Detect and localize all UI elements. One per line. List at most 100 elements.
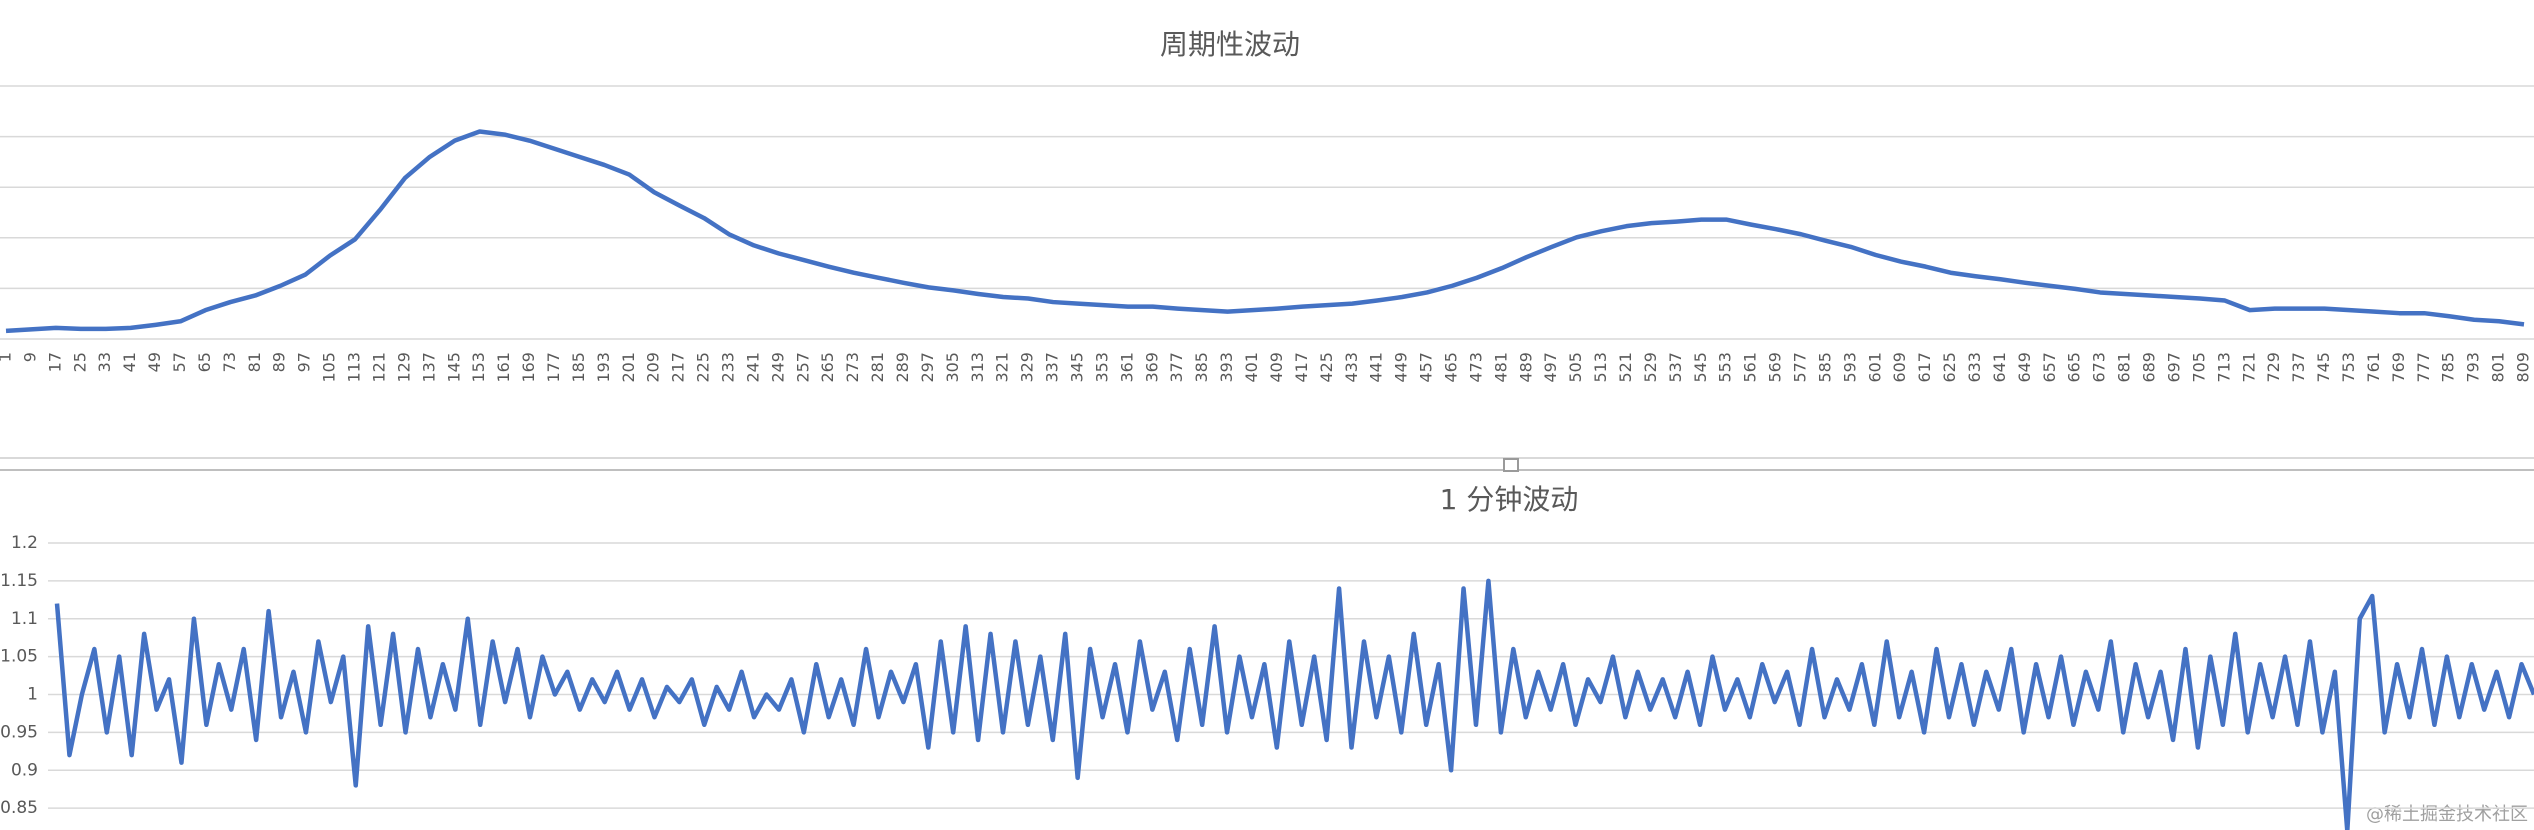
x-tick-label: 281 xyxy=(868,352,887,383)
y-tick-label: 1.05 xyxy=(0,647,38,667)
x-tick-label: 353 xyxy=(1092,352,1111,383)
x-tick-label: 313 xyxy=(968,352,987,383)
x-tick-label: 601 xyxy=(1865,352,1884,383)
x-tick-label: 193 xyxy=(594,352,613,383)
x-tick-label: 73 xyxy=(220,352,239,372)
chart-title: 1 分钟波动 xyxy=(1440,483,1579,516)
x-tick-label: 593 xyxy=(1840,352,1859,383)
x-tick-label: 761 xyxy=(2364,352,2383,383)
x-tick-label: 497 xyxy=(1541,352,1560,383)
x-tick-label: 625 xyxy=(1940,352,1959,383)
x-tick-label: 137 xyxy=(419,352,438,383)
x-tick-label: 505 xyxy=(1566,352,1585,383)
x-tick-label: 537 xyxy=(1666,352,1685,383)
x-tick-label: 745 xyxy=(2314,352,2333,383)
x-tick-label: 401 xyxy=(1242,352,1261,383)
y-tick-label: 1.2 xyxy=(11,533,38,553)
x-tick-label: 577 xyxy=(1791,352,1810,383)
x-tick-label: 41 xyxy=(120,352,139,372)
x-tick-label: 545 xyxy=(1691,352,1710,383)
x-tick-label: 753 xyxy=(2339,352,2358,383)
x-tick-label: 465 xyxy=(1441,352,1460,383)
x-tick-label: 697 xyxy=(2164,352,2183,383)
x-tick-label: 1 xyxy=(0,352,15,362)
x-tick-label: 457 xyxy=(1417,352,1436,383)
resize-handle[interactable] xyxy=(1503,458,1519,472)
x-tick-label: 129 xyxy=(394,352,413,383)
x-tick-label: 609 xyxy=(1890,352,1909,383)
x-tick-label: 529 xyxy=(1641,352,1660,383)
x-tick-label: 561 xyxy=(1741,352,1760,383)
x-tick-label: 105 xyxy=(320,352,339,383)
x-tick-label: 289 xyxy=(893,352,912,383)
x-tick-label: 257 xyxy=(793,352,812,383)
x-tick-label: 169 xyxy=(519,352,538,383)
x-tick-label: 793 xyxy=(2464,352,2483,383)
x-tick-label: 393 xyxy=(1217,352,1236,383)
x-tick-label: 81 xyxy=(245,352,264,372)
x-tick-label: 265 xyxy=(818,352,837,383)
x-tick-label: 89 xyxy=(270,352,289,372)
x-tick-label: 809 xyxy=(2514,352,2533,383)
x-tick-label: 25 xyxy=(70,352,89,372)
x-tick-label: 17 xyxy=(45,352,64,372)
x-tick-label: 305 xyxy=(943,352,962,383)
x-tick-label: 633 xyxy=(1965,352,1984,383)
x-tick-label: 65 xyxy=(195,352,214,372)
x-tick-label: 49 xyxy=(145,352,164,372)
data-line xyxy=(54,578,2534,830)
x-tick-label: 177 xyxy=(544,352,563,383)
y-tick-label: 1.1 xyxy=(11,609,38,629)
data-line xyxy=(5,129,2525,334)
x-tick-label: 145 xyxy=(444,352,463,383)
y-tick-label: 0.95 xyxy=(0,722,38,742)
x-tick-label: 713 xyxy=(2214,352,2233,383)
x-tick-label: 681 xyxy=(2115,352,2134,383)
x-tick-label: 361 xyxy=(1117,352,1136,383)
x-tick-label: 473 xyxy=(1466,352,1485,383)
x-tick-label: 585 xyxy=(1815,352,1834,383)
x-tick-label: 209 xyxy=(644,352,663,383)
x-tick-label: 185 xyxy=(569,352,588,383)
x-tick-label: 113 xyxy=(345,352,364,383)
x-tick-label: 801 xyxy=(2489,352,2508,383)
x-tick-label: 201 xyxy=(619,352,638,383)
x-tick-label: 273 xyxy=(843,352,862,383)
x-tick-label: 297 xyxy=(918,352,937,383)
x-tick-label: 329 xyxy=(1018,352,1037,383)
y-tick-label: 1 xyxy=(27,685,38,705)
y-tick-label: 0.9 xyxy=(11,760,38,780)
x-tick-label: 729 xyxy=(2264,352,2283,383)
x-tick-label: 409 xyxy=(1267,352,1286,383)
x-tick-label: 217 xyxy=(669,352,688,383)
x-tick-label: 513 xyxy=(1591,352,1610,383)
x-tick-label: 33 xyxy=(95,352,114,372)
x-tick-label: 417 xyxy=(1292,352,1311,383)
x-tick-label: 9 xyxy=(20,352,39,362)
x-tick-label: 225 xyxy=(694,352,713,383)
x-tick-label: 665 xyxy=(2065,352,2084,383)
x-tick-label: 657 xyxy=(2040,352,2059,383)
x-tick-label: 553 xyxy=(1716,352,1735,383)
x-tick-label: 617 xyxy=(1915,352,1934,383)
x-tick-label: 785 xyxy=(2439,352,2458,383)
x-tick-label: 345 xyxy=(1068,352,1087,383)
y-tick-label: 1.15 xyxy=(0,571,38,591)
x-tick-label: 57 xyxy=(170,352,189,372)
x-tick-label: 705 xyxy=(2189,352,2208,383)
x-tick-label: 369 xyxy=(1142,352,1161,383)
x-tick-label: 433 xyxy=(1342,352,1361,383)
x-tick-label: 521 xyxy=(1616,352,1635,383)
y-tick-label: 0.85 xyxy=(0,798,38,818)
x-tick-label: 641 xyxy=(1990,352,2009,383)
x-tick-label: 569 xyxy=(1766,352,1785,383)
x-tick-label: 689 xyxy=(2140,352,2159,383)
x-tick-label: 449 xyxy=(1392,352,1411,383)
x-tick-label: 121 xyxy=(369,352,388,383)
x-tick-label: 673 xyxy=(2090,352,2109,383)
x-tick-label: 161 xyxy=(494,352,513,383)
x-tick-label: 233 xyxy=(718,352,737,383)
x-tick-label: 777 xyxy=(2414,352,2433,383)
x-tick-label: 425 xyxy=(1317,352,1336,383)
